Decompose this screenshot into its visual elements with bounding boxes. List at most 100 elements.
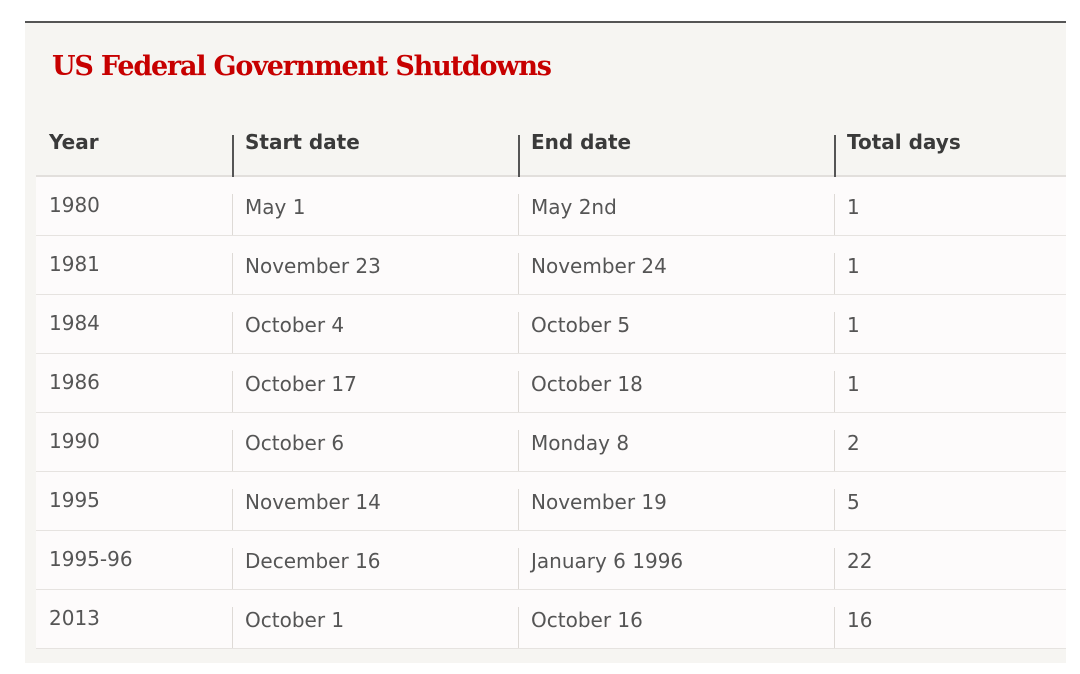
- cell-value: May 1: [245, 195, 306, 219]
- table-row: 1980 May 1 May 2nd 1: [36, 177, 1066, 236]
- header-label: Year: [49, 130, 99, 154]
- cell-value: 22: [847, 549, 873, 573]
- cell-start-date: October 6: [232, 413, 518, 471]
- cell-value: Monday 8: [531, 431, 630, 455]
- column-divider: [232, 253, 233, 294]
- cell-value: October 16: [531, 608, 643, 632]
- cell-end-date: November 24: [518, 236, 834, 294]
- cell-total-days: 2: [834, 413, 1066, 471]
- header-cell-year: Year: [36, 126, 232, 175]
- table-title: US Federal Government Shutdowns: [52, 51, 552, 82]
- column-divider: [232, 135, 234, 177]
- cell-year: 2013: [36, 590, 232, 648]
- cell-total-days: 1: [834, 177, 1066, 235]
- cell-value: October 6: [245, 431, 345, 455]
- cell-end-date: October 18: [518, 354, 834, 412]
- cell-value: November 23: [245, 254, 381, 278]
- cell-value: 1995-96: [49, 547, 133, 571]
- cell-year: 1990: [36, 413, 232, 471]
- cell-year: 1981: [36, 236, 232, 294]
- column-divider: [518, 253, 519, 294]
- column-divider: [834, 371, 835, 412]
- cell-start-date: November 14: [232, 472, 518, 530]
- table-row: 1984 October 4 October 5 1: [36, 295, 1066, 354]
- cell-start-date: December 16: [232, 531, 518, 589]
- header-label: Start date: [245, 130, 360, 154]
- table-row: 2013 October 1 October 16 16: [36, 590, 1066, 649]
- cell-value: 1: [847, 195, 860, 219]
- header-label: Total days: [847, 130, 961, 154]
- cell-value: 1: [847, 372, 860, 396]
- column-divider: [834, 312, 835, 353]
- cell-value: December 16: [245, 549, 381, 573]
- column-divider: [232, 489, 233, 530]
- column-divider: [232, 312, 233, 353]
- column-divider: [834, 194, 835, 235]
- table-row: 1995 November 14 November 19 5: [36, 472, 1066, 531]
- column-divider: [518, 607, 519, 648]
- cell-value: 1980: [49, 193, 100, 217]
- cell-value: 1986: [49, 370, 100, 394]
- cell-value: 16: [847, 608, 873, 632]
- shutdown-table: Year Start date End date Total days 1980…: [36, 126, 1066, 649]
- cell-total-days: 16: [834, 590, 1066, 648]
- cell-value: 1981: [49, 252, 100, 276]
- cell-end-date: October 16: [518, 590, 834, 648]
- cell-value: November 19: [531, 490, 667, 514]
- cell-start-date: October 17: [232, 354, 518, 412]
- header-cell-start-date: Start date: [232, 126, 518, 177]
- cell-start-date: November 23: [232, 236, 518, 294]
- column-divider: [232, 548, 233, 589]
- cell-end-date: November 19: [518, 472, 834, 530]
- cell-value: October 1: [245, 608, 345, 632]
- cell-value: 1984: [49, 311, 100, 335]
- cell-end-date: October 5: [518, 295, 834, 353]
- cell-value: 5: [847, 490, 860, 514]
- cell-value: 1995: [49, 488, 100, 512]
- cell-value: 2013: [49, 606, 100, 630]
- column-divider: [518, 489, 519, 530]
- cell-value: January 6 1996: [531, 549, 684, 573]
- cell-year: 1995-96: [36, 531, 232, 589]
- table-row: 1986 October 17 October 18 1: [36, 354, 1066, 413]
- cell-start-date: October 1: [232, 590, 518, 648]
- cell-end-date: Monday 8: [518, 413, 834, 471]
- cell-value: 1: [847, 254, 860, 278]
- cell-value: May 2nd: [531, 195, 617, 219]
- cell-year: 1984: [36, 295, 232, 353]
- cell-total-days: 22: [834, 531, 1066, 589]
- cell-total-days: 5: [834, 472, 1066, 530]
- column-divider: [834, 489, 835, 530]
- column-divider: [518, 548, 519, 589]
- column-divider: [834, 430, 835, 471]
- column-divider: [834, 135, 836, 177]
- cell-year: 1995: [36, 472, 232, 530]
- cell-value: 2: [847, 431, 860, 455]
- cell-year: 1986: [36, 354, 232, 412]
- table-row: 1981 November 23 November 24 1: [36, 236, 1066, 295]
- column-divider: [834, 607, 835, 648]
- cell-end-date: May 2nd: [518, 177, 834, 235]
- cell-value: 1990: [49, 429, 100, 453]
- cell-year: 1980: [36, 177, 232, 235]
- cell-value: November 14: [245, 490, 381, 514]
- cell-value: October 5: [531, 313, 631, 337]
- header-label: End date: [531, 130, 632, 154]
- column-divider: [518, 371, 519, 412]
- cell-value: October 17: [245, 372, 357, 396]
- table-header-row: Year Start date End date Total days: [36, 126, 1066, 177]
- column-divider: [232, 607, 233, 648]
- cell-end-date: January 6 1996: [518, 531, 834, 589]
- column-divider: [232, 371, 233, 412]
- column-divider: [834, 253, 835, 294]
- column-divider: [518, 312, 519, 353]
- top-rule: [25, 21, 1066, 23]
- column-divider: [232, 194, 233, 235]
- cell-start-date: October 4: [232, 295, 518, 353]
- table-row: 1990 October 6 Monday 8 2: [36, 413, 1066, 472]
- cell-value: 1: [847, 313, 860, 337]
- column-divider: [232, 430, 233, 471]
- header-cell-end-date: End date: [518, 126, 834, 177]
- cell-value: October 4: [245, 313, 345, 337]
- header-cell-total-days: Total days: [834, 126, 1066, 177]
